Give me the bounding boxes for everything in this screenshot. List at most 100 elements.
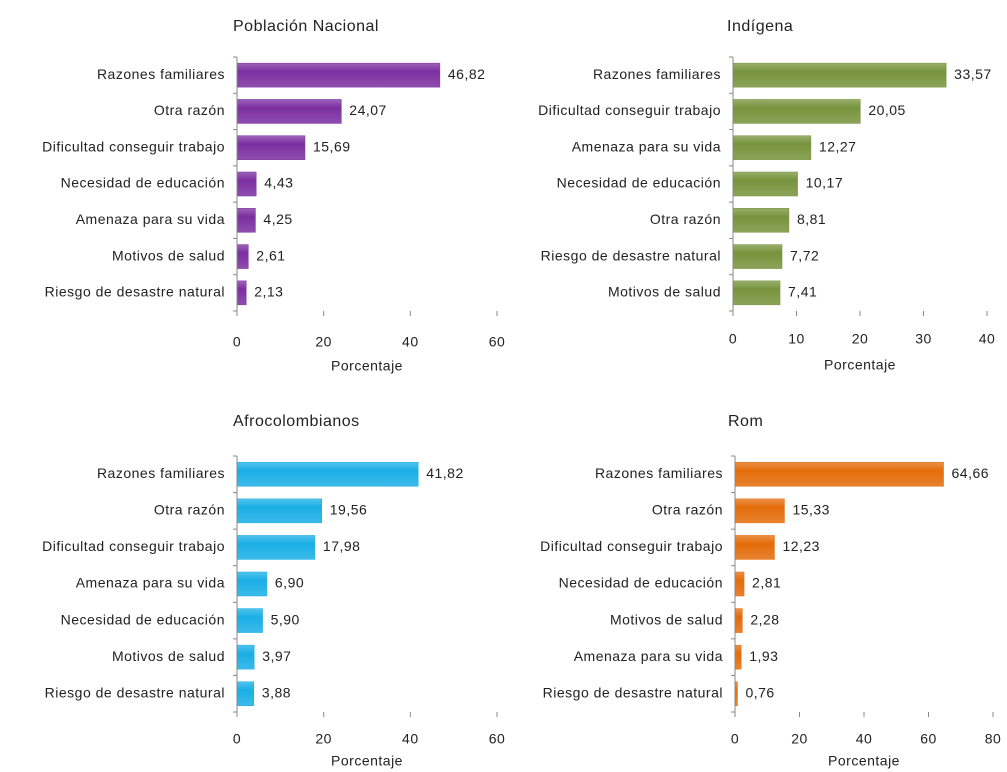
value-label: 12,23 xyxy=(782,538,820,554)
category-label: Amenaza para su vida xyxy=(574,648,723,664)
value-label: 7,41 xyxy=(788,284,817,300)
bar xyxy=(732,244,783,269)
category-label: Amenaza para su vida xyxy=(76,211,225,227)
bar xyxy=(236,681,255,706)
bar xyxy=(236,280,247,306)
category-label: Otra razón xyxy=(650,211,721,227)
category-label: Necesidad de educación xyxy=(557,175,721,191)
x-tick-label: 0 xyxy=(233,334,241,350)
x-tick-label: 0 xyxy=(731,731,739,747)
bar xyxy=(732,135,812,160)
value-label: 2,61 xyxy=(256,247,285,263)
x-tick-label: 20 xyxy=(852,331,869,347)
bar xyxy=(236,135,306,160)
category-label: Riesgo de desastre natural xyxy=(541,247,721,263)
bar xyxy=(236,608,263,633)
x-axis-label: Porcentaje xyxy=(331,358,403,374)
x-tick-label: 60 xyxy=(920,731,937,747)
value-label: 2,13 xyxy=(254,284,283,300)
value-label: 3,97 xyxy=(262,648,291,664)
value-label: 41,82 xyxy=(426,465,464,481)
bar xyxy=(236,571,268,597)
category-label: Otra razón xyxy=(154,102,225,118)
x-tick-label: 40 xyxy=(402,731,419,747)
value-label: 4,25 xyxy=(263,211,292,227)
value-label: 19,56 xyxy=(330,502,368,518)
x-tick-label: 40 xyxy=(402,334,419,350)
category-label: Motivos de salud xyxy=(112,648,225,664)
category-label: Dificultad conseguir trabajo xyxy=(42,138,225,154)
category-label: Dificultad conseguir trabajo xyxy=(42,538,225,554)
bar xyxy=(236,644,255,670)
x-tick-label: 20 xyxy=(315,731,332,747)
bar xyxy=(734,608,743,633)
value-label: 1,93 xyxy=(749,648,778,664)
category-label: Dificultad conseguir trabajo xyxy=(538,102,721,118)
bar xyxy=(236,462,419,487)
value-label: 10,17 xyxy=(806,175,844,191)
bar xyxy=(236,171,257,197)
bar xyxy=(236,535,316,560)
value-label: 2,81 xyxy=(752,575,781,591)
bar xyxy=(734,571,745,597)
x-axis-label: Porcentaje xyxy=(824,357,896,373)
category-label: Motivos de salud xyxy=(610,611,723,627)
value-label: 46,82 xyxy=(448,66,486,82)
bar xyxy=(236,244,249,269)
category-label: Razones familiares xyxy=(97,66,225,82)
value-label: 6,90 xyxy=(275,575,304,591)
bar xyxy=(734,462,944,487)
x-tick-label: 20 xyxy=(315,334,332,350)
bar xyxy=(732,99,861,124)
x-tick-label: 10 xyxy=(788,331,805,347)
bar xyxy=(734,644,742,670)
category-label: Necesidad de educación xyxy=(559,575,723,591)
bar xyxy=(732,280,781,306)
x-tick-label: 80 xyxy=(985,731,1002,747)
bar xyxy=(734,535,775,560)
x-tick-label: 30 xyxy=(915,331,932,347)
x-tick-label: 0 xyxy=(729,331,737,347)
x-tick-label: 60 xyxy=(489,731,506,747)
category-label: Amenaza para su vida xyxy=(76,575,225,591)
x-tick-label: 40 xyxy=(979,331,996,347)
bar xyxy=(734,498,785,524)
category-label: Riesgo de desastre natural xyxy=(543,684,723,700)
category-label: Motivos de salud xyxy=(608,284,721,300)
value-label: 8,81 xyxy=(797,211,826,227)
value-label: 4,43 xyxy=(264,175,293,191)
bar xyxy=(732,208,790,233)
category-label: Razones familiares xyxy=(595,465,723,481)
value-label: 5,90 xyxy=(271,611,300,627)
x-tick-label: 0 xyxy=(233,731,241,747)
value-label: 64,66 xyxy=(952,465,990,481)
category-label: Riesgo de desastre natural xyxy=(45,684,225,700)
bar xyxy=(236,99,342,124)
category-label: Amenaza para su vida xyxy=(572,138,721,154)
category-label: Necesidad de educación xyxy=(61,175,225,191)
value-label: 2,28 xyxy=(750,611,779,627)
category-label: Razones familiares xyxy=(97,465,225,481)
value-label: 24,07 xyxy=(349,102,387,118)
x-axis-label: Porcentaje xyxy=(828,753,900,769)
value-label: 3,88 xyxy=(262,684,291,700)
category-label: Otra razón xyxy=(154,502,225,518)
category-label: Riesgo de desastre natural xyxy=(45,284,225,300)
value-label: 20,05 xyxy=(868,102,906,118)
x-tick-label: 60 xyxy=(489,334,506,350)
category-label: Motivos de salud xyxy=(112,247,225,263)
category-label: Necesidad de educación xyxy=(61,611,225,627)
bar xyxy=(732,62,947,88)
value-label: 0,76 xyxy=(745,684,774,700)
category-label: Dificultad conseguir trabajo xyxy=(540,538,723,554)
bar xyxy=(236,62,441,88)
chart-title: Indígena xyxy=(727,18,793,35)
bar xyxy=(236,498,323,524)
value-label: 7,72 xyxy=(790,247,819,263)
value-label: 33,57 xyxy=(954,66,992,82)
value-label: 15,33 xyxy=(792,502,830,518)
bar xyxy=(236,208,256,233)
category-label: Razones familiares xyxy=(593,66,721,82)
value-label: 15,69 xyxy=(313,138,351,154)
